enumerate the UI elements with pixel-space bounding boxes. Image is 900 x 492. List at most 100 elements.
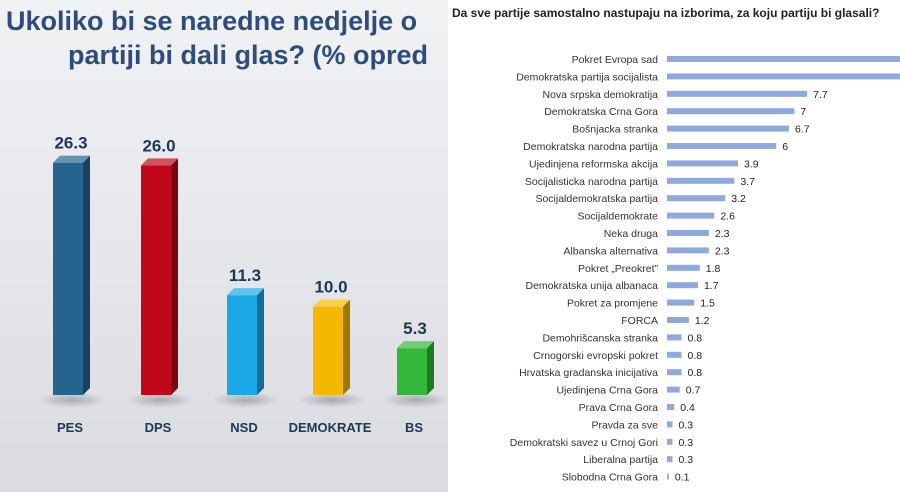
- bar-top: [53, 155, 90, 163]
- bar: [667, 369, 682, 376]
- bar-value-label: 7: [800, 106, 806, 118]
- bar-front: [397, 348, 427, 395]
- panel-divider: [448, 0, 450, 492]
- bar-value-label: 3.2: [731, 193, 746, 205]
- bar-top: [313, 299, 350, 307]
- bar-value-label: 10.0: [314, 278, 347, 297]
- bar: [667, 351, 682, 358]
- category-label: Demokratski savez u Crnoj Gori: [510, 437, 658, 449]
- left-bar-chart: 26.3 PES 26.0 DPS 11.3 NSD 10.0 DEMOKRATE 5.3 BS: [38, 134, 448, 435]
- bar: [667, 438, 673, 445]
- bar-value-label: 1.2: [695, 315, 710, 327]
- bar-value-label: 2.3: [715, 245, 730, 257]
- bar-pes: [38, 155, 106, 408]
- bar-top: [227, 288, 264, 296]
- category-label: Pokret za promjene: [567, 298, 658, 310]
- category-label: DPS: [145, 420, 172, 435]
- bar-value-label: 0.4: [680, 402, 695, 414]
- category-label: Slobodna Crna Gora: [562, 472, 658, 484]
- left-chart-title-line-1: Ukoliko bi se naredne nedjelje o: [6, 6, 418, 36]
- bar: [667, 299, 695, 306]
- bar-shadow: [212, 392, 280, 408]
- category-label: Socijaldemokratska partija: [535, 193, 658, 205]
- bar-value-label: 0.1: [675, 472, 690, 484]
- bar-value-label: 1.5: [700, 298, 715, 310]
- bar-value-label: 0.3: [678, 454, 693, 466]
- bar-dps: [126, 158, 194, 408]
- bar-value-label: 0.8: [688, 332, 703, 344]
- category-label: Liberalna partija: [583, 454, 658, 466]
- bar-value-label: 0.7: [686, 385, 701, 397]
- left-chart-panel: Ukoliko bi se naredne nedjelje o partiji…: [0, 0, 448, 492]
- bar-value-label: 11.3: [229, 266, 261, 285]
- category-label: Crnogorski evropski pokret: [533, 350, 658, 362]
- bar-demokrate: [298, 299, 366, 408]
- bar: [667, 230, 709, 236]
- bar: [667, 282, 698, 289]
- bar-shadow: [298, 392, 366, 408]
- bar: [667, 125, 789, 132]
- category-label: Socijaldemokrate: [577, 211, 658, 223]
- bar-side: [427, 341, 434, 395]
- bar: [667, 56, 900, 62]
- bar-side: [257, 288, 264, 395]
- category-label: Nova srpska demokratija: [542, 89, 658, 101]
- bar-value-label: 26.0: [142, 136, 175, 155]
- category-label: PES: [57, 420, 83, 435]
- category-label: Demokratska unija albanaca: [526, 280, 659, 292]
- bar-bs: [382, 341, 448, 408]
- bar: [667, 247, 709, 254]
- category-label: Prava Crna Gora: [579, 402, 659, 414]
- bar-value-label: 0.3: [678, 437, 693, 449]
- category-label: Demokratska partija socijalista: [516, 71, 658, 83]
- bar-side: [171, 158, 178, 395]
- category-label: Demokratska Crna Gora: [544, 106, 658, 118]
- bar: [667, 108, 795, 115]
- category-label: Neka druga: [604, 228, 658, 240]
- category-label: Ujedinjena Crna Gora: [556, 385, 658, 397]
- bar: [667, 160, 738, 167]
- category-label: Albanska alternativa: [563, 245, 658, 257]
- bar: [667, 473, 669, 480]
- bar: [667, 404, 675, 410]
- bar: [667, 264, 700, 271]
- category-label: Pokret Evropa sad: [572, 54, 659, 66]
- bar-value-label: 5.3: [403, 319, 427, 338]
- bar: [667, 90, 808, 97]
- bar: [667, 73, 900, 80]
- bar-top: [397, 341, 434, 349]
- bar-value-label: 1.8: [706, 263, 721, 275]
- bar-value-label: 0.8: [688, 367, 703, 379]
- category-label: DEMOKRATE: [289, 420, 372, 435]
- bar-value-label: 0.8: [688, 350, 703, 362]
- bar-value-label: 3.7: [740, 176, 755, 188]
- bar-side: [83, 155, 90, 395]
- category-label: Ujedinjena reformska akcija: [529, 158, 658, 170]
- bar-value-label: 2.3: [715, 228, 730, 240]
- bar-shadow: [126, 392, 194, 408]
- bar-value-label: 3.9: [744, 158, 759, 170]
- category-label: Socijalisticka narodna partija: [525, 176, 658, 188]
- bar-shadow: [38, 392, 106, 408]
- bar-front: [53, 162, 83, 395]
- left-chart-title: Ukoliko bi se naredne nedjelje o partiji…: [6, 4, 446, 72]
- bar-value-label: 26.3: [54, 134, 87, 153]
- bar: [667, 317, 689, 323]
- category-label: FORCA: [621, 315, 658, 327]
- bar-value-label: 7.7: [813, 89, 828, 101]
- bar-side: [343, 299, 350, 395]
- bar-value-label: 6.7: [795, 124, 810, 136]
- bar-value-label: 1.7: [704, 280, 719, 292]
- bar-shadow: [382, 392, 448, 408]
- bar: [667, 212, 715, 219]
- bar: [667, 456, 673, 463]
- category-label: NSD: [230, 420, 257, 435]
- right-chart-title: Da sve partije samostalno nastupaju na i…: [452, 6, 880, 20]
- bar: [667, 195, 726, 202]
- bar: [667, 143, 777, 149]
- category-label: Pravda za sve: [591, 419, 658, 431]
- bar-front: [227, 295, 257, 395]
- left-chart-title-line-2: partiji bi dali glas? (% opred: [68, 40, 429, 70]
- category-label: BS: [405, 420, 423, 435]
